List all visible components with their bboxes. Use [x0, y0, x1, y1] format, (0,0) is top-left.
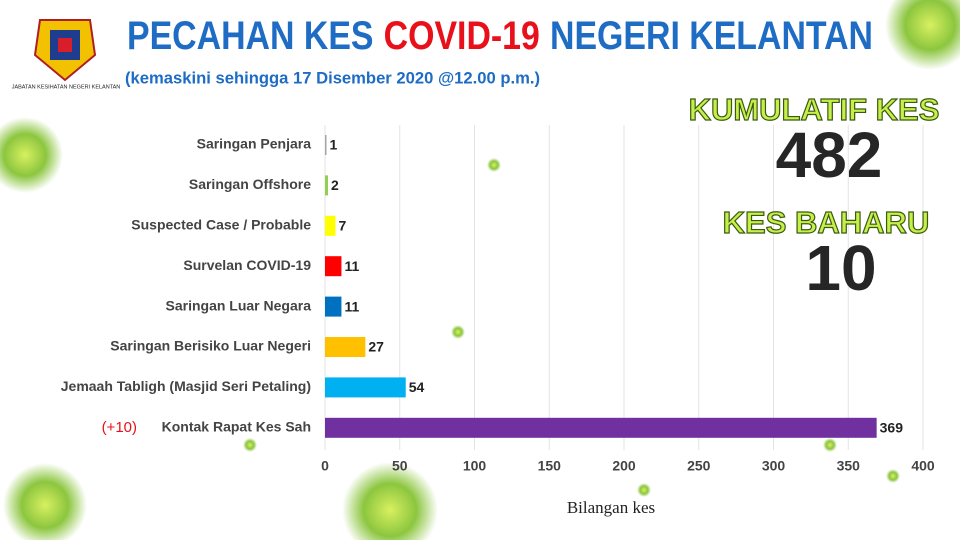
stat-value: 10 [805, 232, 876, 304]
bar [325, 175, 328, 196]
x-tick-label: 200 [612, 458, 636, 474]
x-axis-label: Bilangan kes [567, 498, 655, 517]
value-label: 369 [880, 420, 904, 436]
annotation: (+10) [102, 419, 137, 436]
stat-label: KUMULATIF KES [689, 92, 940, 127]
title-part: COVID-19 [384, 14, 540, 58]
subtitle: (kemaskini sehingga 17 Disember 2020 @12… [125, 68, 540, 87]
bar [325, 296, 342, 317]
y-tick-label: Survelan COVID-19 [183, 257, 311, 273]
value-label: 7 [338, 218, 346, 234]
title: PECAHAN KESCOVID-19NEGERI KELANTAN [127, 14, 873, 58]
stat-label: KES BAHARU [723, 205, 930, 240]
x-tick-label: 50 [392, 458, 408, 474]
y-tick-label: Suspected Case / Probable [131, 217, 311, 233]
y-tick-label: Saringan Berisiko Luar Negeri [110, 338, 311, 354]
x-tick-label: 150 [538, 458, 562, 474]
logo: JABATAN KESIHATAN NEGERI KELANTAN [12, 19, 121, 90]
value-label: 54 [409, 379, 425, 395]
x-tick-label: 300 [762, 458, 786, 474]
y-tick-label: Saringan Penjara [197, 136, 312, 152]
value-label: 11 [344, 298, 359, 314]
x-tick-label: 0 [321, 458, 329, 474]
title-part: NEGERI KELANTAN [550, 14, 873, 58]
y-tick-label: Jemaah Tabligh (Masjid Seri Petaling) [61, 378, 311, 394]
bar [325, 377, 406, 398]
bar [325, 256, 342, 277]
y-tick-label: Saringan Luar Negara [166, 297, 312, 313]
value-label: 2 [331, 177, 339, 193]
bar [325, 337, 366, 357]
bar [325, 417, 877, 438]
value-label: 1 [329, 137, 337, 153]
x-tick-label: 250 [687, 458, 711, 474]
y-tick-label: Kontak Rapat Kes Sah [162, 419, 311, 435]
value-label: 11 [344, 258, 359, 274]
x-tick-label: 100 [463, 458, 487, 474]
plot: 0 50 100 150 200 250 300 350 400 Saringan Penjara… [61, 125, 935, 474]
logo-text: JABATAN KESIHATAN NEGERI KELANTAN [12, 84, 121, 90]
value-label: 27 [368, 339, 384, 355]
stat-value: 482 [776, 119, 883, 191]
y-tick-label: Saringan Offshore [189, 176, 311, 192]
title-part: PECAHAN KES [127, 14, 374, 58]
bar [325, 135, 327, 155]
x-tick-label: 400 [911, 458, 935, 474]
bar [325, 215, 336, 236]
x-tick-label: 350 [837, 458, 861, 474]
